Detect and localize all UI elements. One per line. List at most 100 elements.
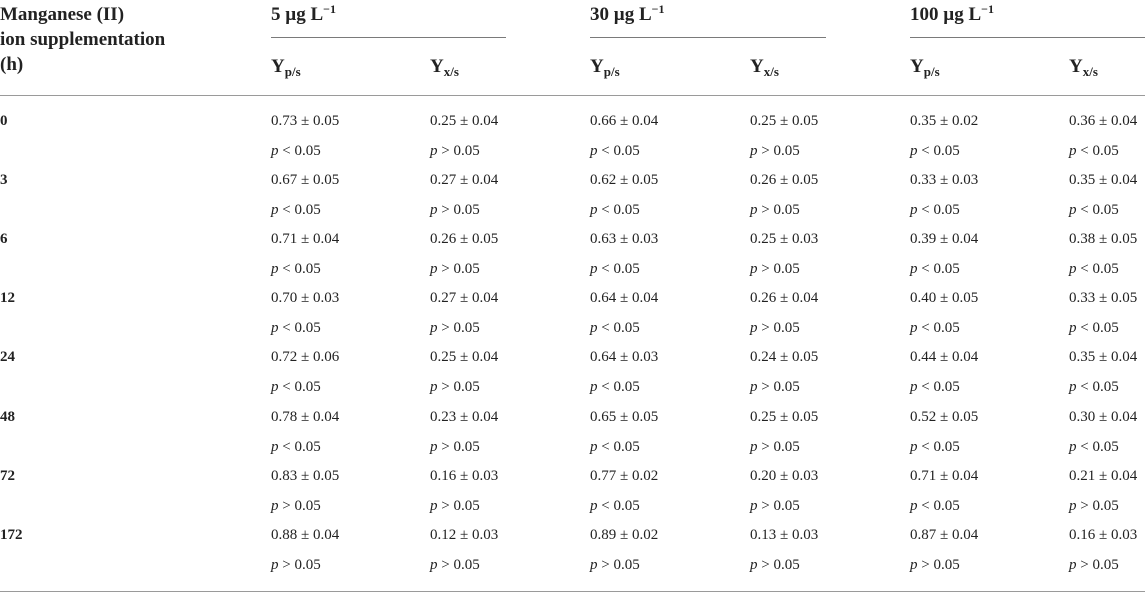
p-value: p < 0.05 (590, 202, 640, 219)
p-value: p > 0.05 (430, 261, 480, 278)
time-label: 3 (0, 172, 8, 189)
p-comparison: > 0.05 (757, 438, 800, 455)
p-symbol: p (590, 379, 598, 396)
p-symbol: p (590, 497, 598, 514)
p-symbol: p (750, 556, 758, 573)
p-symbol: p (910, 379, 918, 396)
time-label: 48 (0, 408, 15, 425)
yield-value: 0.23 ± 0.04 (430, 408, 499, 425)
p-symbol: p (750, 438, 758, 455)
p-comparison: < 0.05 (917, 438, 960, 455)
p-symbol: p (910, 320, 918, 337)
p-comparison: > 0.05 (437, 497, 480, 514)
p-value: p > 0.05 (910, 557, 960, 574)
p-value: p > 0.05 (750, 439, 800, 456)
first-column-header: Manganese (II) ion supplementation (h) (0, 2, 165, 77)
p-comparison: > 0.05 (437, 202, 480, 219)
yield-column-header-base: Y (750, 56, 764, 77)
group-underline (590, 37, 826, 38)
p-value: p < 0.05 (590, 261, 640, 278)
p-comparison: > 0.05 (917, 556, 960, 573)
yield-value: 0.44 ± 0.04 (910, 349, 979, 366)
yield-column-header: Yp/s (590, 56, 620, 78)
p-value: p > 0.05 (750, 143, 800, 160)
p-comparison: < 0.05 (278, 261, 321, 278)
yield-column-header-subscript: p/s (284, 64, 301, 79)
p-value: p > 0.05 (750, 202, 800, 219)
p-value: p < 0.05 (590, 143, 640, 160)
p-value: p > 0.05 (271, 498, 321, 515)
p-comparison: < 0.05 (1076, 320, 1119, 337)
yield-value: 0.27 ± 0.04 (430, 172, 499, 189)
p-value: p > 0.05 (430, 439, 480, 456)
yield-value: 0.25 ± 0.04 (430, 349, 499, 366)
yield-value: 0.25 ± 0.05 (750, 408, 819, 425)
concentration-header-exponent: −1 (323, 2, 336, 16)
first-column-header-line: Manganese (II) (0, 4, 125, 25)
p-value: p < 0.05 (910, 202, 960, 219)
p-value: p > 0.05 (271, 557, 321, 574)
yield-value: 0.36 ± 0.04 (1069, 113, 1138, 129)
yield-value: 0.27 ± 0.04 (430, 290, 499, 307)
yield-column-header: Yx/s (750, 56, 779, 78)
p-value: p > 0.05 (750, 557, 800, 574)
p-value: p < 0.05 (910, 143, 960, 160)
p-value: p < 0.05 (1069, 379, 1119, 396)
p-comparison: > 0.05 (757, 497, 800, 514)
p-symbol: p (590, 261, 598, 278)
p-comparison: < 0.05 (917, 202, 960, 219)
p-symbol: p (271, 379, 279, 396)
p-comparison: < 0.05 (1076, 379, 1119, 396)
yield-column-header-base: Y (1069, 56, 1083, 77)
concentration-header-base: 5 µg L (271, 4, 324, 25)
p-value: p > 0.05 (750, 379, 800, 396)
yield-value: 0.26 ± 0.05 (430, 231, 499, 248)
p-symbol: p (910, 202, 918, 219)
p-comparison: > 0.05 (757, 320, 800, 337)
yield-value: 0.88 ± 0.04 (271, 526, 340, 543)
p-symbol: p (910, 143, 918, 159)
p-value: p < 0.05 (271, 379, 321, 396)
p-comparison: < 0.05 (1076, 202, 1119, 219)
p-symbol: p (750, 202, 758, 219)
p-value: p < 0.05 (590, 498, 640, 515)
yield-value: 0.16 ± 0.03 (1069, 526, 1138, 543)
p-value: p < 0.05 (590, 439, 640, 456)
p-comparison: < 0.05 (597, 497, 640, 514)
p-comparison: < 0.05 (597, 143, 640, 159)
yield-value: 0.20 ± 0.03 (750, 467, 819, 484)
yield-value: 0.25 ± 0.04 (430, 113, 499, 129)
p-comparison: < 0.05 (917, 143, 960, 159)
p-value: p > 0.05 (430, 557, 480, 574)
p-value: p > 0.05 (430, 143, 480, 160)
yield-value: 0.25 ± 0.03 (750, 231, 819, 248)
p-symbol: p (750, 379, 758, 396)
yield-value: 0.12 ± 0.03 (430, 526, 499, 543)
yield-column-header: Yx/s (430, 56, 459, 78)
p-symbol: p (590, 556, 598, 573)
yield-value: 0.52 ± 0.05 (910, 408, 979, 425)
p-comparison: < 0.05 (1076, 261, 1119, 278)
p-value: p < 0.05 (1069, 261, 1119, 278)
p-symbol: p (271, 202, 279, 219)
group-underline (910, 37, 1145, 38)
p-value: p < 0.05 (590, 320, 640, 337)
p-value: p > 0.05 (1069, 557, 1119, 574)
p-value: p > 0.05 (750, 320, 800, 337)
p-value: p < 0.05 (271, 261, 321, 278)
yield-column-header-subscript: p/s (923, 64, 940, 79)
yield-value: 0.87 ± 0.04 (910, 526, 979, 543)
concentration-header-exponent: −1 (651, 2, 665, 16)
p-value: p < 0.05 (1069, 320, 1119, 337)
yield-value: 0.26 ± 0.04 (750, 290, 819, 307)
yield-value: 0.16 ± 0.03 (430, 467, 499, 484)
yield-value: 0.70 ± 0.03 (271, 290, 340, 307)
p-symbol: p (1069, 202, 1077, 219)
p-comparison: > 0.05 (437, 261, 480, 278)
yield-value: 0.66 ± 0.04 (590, 113, 659, 129)
time-label: 0 (0, 113, 8, 129)
p-comparison: > 0.05 (597, 556, 640, 573)
p-value: p < 0.05 (271, 143, 321, 160)
p-symbol: p (271, 497, 279, 514)
yield-value: 0.64 ± 0.03 (590, 349, 659, 366)
